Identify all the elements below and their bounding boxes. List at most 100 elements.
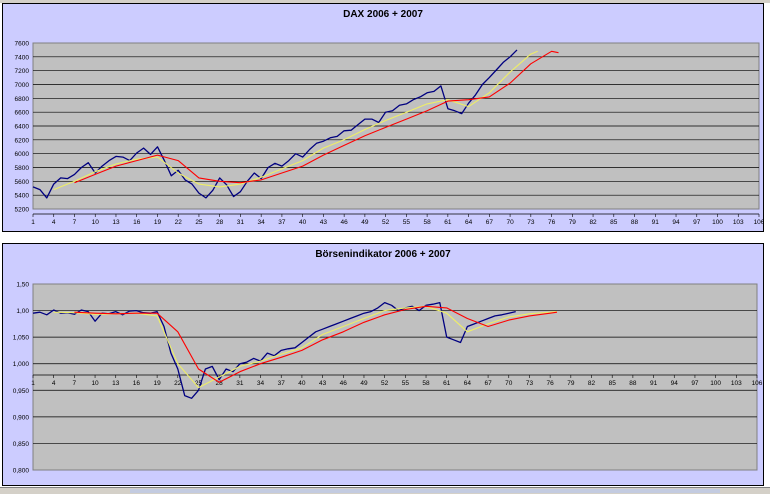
x-tick-label: 103 bbox=[731, 380, 742, 387]
x-tick-label: 1 bbox=[31, 219, 35, 226]
y-tick-label: 7400 bbox=[15, 54, 30, 61]
x-tick-label: 70 bbox=[506, 219, 514, 226]
x-tick-label: 64 bbox=[465, 219, 473, 226]
x-tick-label: 13 bbox=[112, 219, 120, 226]
series-line-3 bbox=[74, 50, 559, 184]
x-tick-label: 55 bbox=[402, 380, 410, 387]
x-tick-label: 103 bbox=[733, 219, 744, 226]
x-tick-label: 43 bbox=[320, 219, 328, 226]
x-tick-label: 16 bbox=[133, 380, 141, 387]
x-tick-label: 10 bbox=[91, 380, 99, 387]
x-tick-label: 58 bbox=[423, 219, 431, 226]
x-tick-label: 55 bbox=[403, 219, 411, 226]
x-tick-label: 79 bbox=[569, 219, 577, 226]
x-tick-label: 85 bbox=[609, 380, 617, 387]
x-tick-label: 28 bbox=[216, 380, 224, 387]
x-tick-label: 52 bbox=[382, 219, 390, 226]
y-tick-label: 1,050 bbox=[13, 335, 30, 342]
x-tick-label: 46 bbox=[341, 219, 349, 226]
x-tick-label: 88 bbox=[631, 219, 639, 226]
dax-chart[interactable]: DAX 2006 + 2007 5200 5400 5600 5800 6000 6200… bbox=[2, 3, 764, 232]
horizontal-scrollbar[interactable] bbox=[130, 489, 720, 493]
y-tick-label: 6600 bbox=[15, 110, 30, 117]
x-tick-label: 106 bbox=[752, 380, 763, 387]
y-tick-label: 5800 bbox=[15, 165, 30, 172]
y-tick-label: 6000 bbox=[15, 151, 30, 158]
x-tick-label: 43 bbox=[319, 380, 327, 387]
x-tick-label: 37 bbox=[278, 219, 286, 226]
y-tick-label: 7000 bbox=[15, 82, 30, 89]
x-tick-label: 31 bbox=[236, 380, 244, 387]
x-tick-label: 100 bbox=[710, 380, 721, 387]
x-tick-label: 73 bbox=[527, 219, 535, 226]
x-tick-label: 1 bbox=[31, 380, 35, 387]
x-tick-label: 25 bbox=[195, 380, 203, 387]
y-tick-label: 1,000 bbox=[13, 361, 30, 368]
sheet-bottom-bar bbox=[0, 487, 770, 494]
x-tick-label: 70 bbox=[505, 380, 513, 387]
x-tick-label: 67 bbox=[486, 219, 494, 226]
x-tick-label: 76 bbox=[548, 219, 556, 226]
x-tick-label: 19 bbox=[153, 380, 161, 387]
x-tick-label: 10 bbox=[92, 219, 100, 226]
x-tick-label: 94 bbox=[672, 219, 680, 226]
x-tick-label: 22 bbox=[175, 219, 183, 226]
x-tick-label: 52 bbox=[381, 380, 389, 387]
series-line-3 bbox=[74, 305, 558, 383]
chart-title: DAX 2006 + 2007 bbox=[343, 9, 423, 20]
x-tick-label: 58 bbox=[422, 380, 430, 387]
x-tick-label: 106 bbox=[754, 219, 763, 226]
boersenindikator-chart-plot: 0,800 0,850 0,900 0,950 1,000 1,050 1,00 1,50 1 4… bbox=[13, 282, 763, 475]
chart-title: Börsenindikator 2006 + 2007 bbox=[315, 249, 451, 260]
x-tick-label: 91 bbox=[652, 219, 660, 226]
x-tick-label: 73 bbox=[526, 380, 534, 387]
x-tick-label: 49 bbox=[361, 219, 369, 226]
x-tick-label: 4 bbox=[52, 219, 56, 226]
x-tick-label: 88 bbox=[629, 380, 637, 387]
x-tick-label: 19 bbox=[154, 219, 162, 226]
y-tick-label: 6400 bbox=[15, 124, 30, 131]
x-tick-label: 100 bbox=[712, 219, 723, 226]
y-tick-label: 5600 bbox=[15, 179, 30, 186]
y-tick-label: 0,950 bbox=[13, 388, 30, 395]
x-tick-label: 22 bbox=[174, 380, 182, 387]
x-tick-label: 82 bbox=[589, 219, 597, 226]
x-tick-label: 61 bbox=[443, 380, 451, 387]
boersenindikator-chart[interactable]: Börsenindikator 2006 + 2007 0,800 0,850 0,… bbox=[2, 243, 764, 486]
y-tick-label: 6800 bbox=[15, 96, 30, 103]
y-tick-label: 0,850 bbox=[13, 441, 30, 448]
x-tick-label: 34 bbox=[258, 219, 266, 226]
dax-chart-plot: 5200 5400 5600 5800 6000 6200 6400 6600 6800 7000… bbox=[15, 41, 763, 227]
y-tick-label: 7600 bbox=[15, 41, 30, 48]
x-tick-label: 7 bbox=[73, 380, 77, 387]
x-tick-label: 40 bbox=[298, 380, 306, 387]
x-tick-label: 76 bbox=[547, 380, 555, 387]
x-tick-label: 49 bbox=[360, 380, 368, 387]
x-tick-label: 94 bbox=[671, 380, 679, 387]
y-tick-label: 0,800 bbox=[13, 468, 30, 475]
y-tick-label: 7200 bbox=[15, 68, 30, 75]
x-tick-label: 64 bbox=[464, 380, 472, 387]
series-line-1 bbox=[32, 49, 518, 199]
sheet-grid-edge bbox=[0, 0, 770, 3]
x-tick-label: 4 bbox=[52, 380, 56, 387]
x-tick-label: 79 bbox=[567, 380, 575, 387]
y-tick-label: 0,900 bbox=[13, 414, 30, 421]
y-tick-label: 1,00 bbox=[16, 308, 29, 315]
x-tick-label: 31 bbox=[237, 219, 245, 226]
x-tick-label: 61 bbox=[444, 219, 452, 226]
x-tick-label: 91 bbox=[650, 380, 658, 387]
x-tick-label: 7 bbox=[73, 219, 77, 226]
x-tick-label: 13 bbox=[112, 380, 120, 387]
series-line-2 bbox=[53, 50, 538, 191]
x-tick-label: 28 bbox=[216, 219, 224, 226]
x-tick-label: 85 bbox=[610, 219, 618, 226]
x-tick-label: 46 bbox=[340, 380, 348, 387]
x-tick-label: 34 bbox=[257, 380, 265, 387]
x-tick-label: 97 bbox=[691, 380, 699, 387]
x-tick-label: 40 bbox=[299, 219, 307, 226]
x-tick-label: 25 bbox=[195, 219, 203, 226]
series-line-1 bbox=[32, 301, 516, 399]
x-tick-label: 67 bbox=[484, 380, 492, 387]
y-tick-label: 5400 bbox=[15, 193, 30, 200]
